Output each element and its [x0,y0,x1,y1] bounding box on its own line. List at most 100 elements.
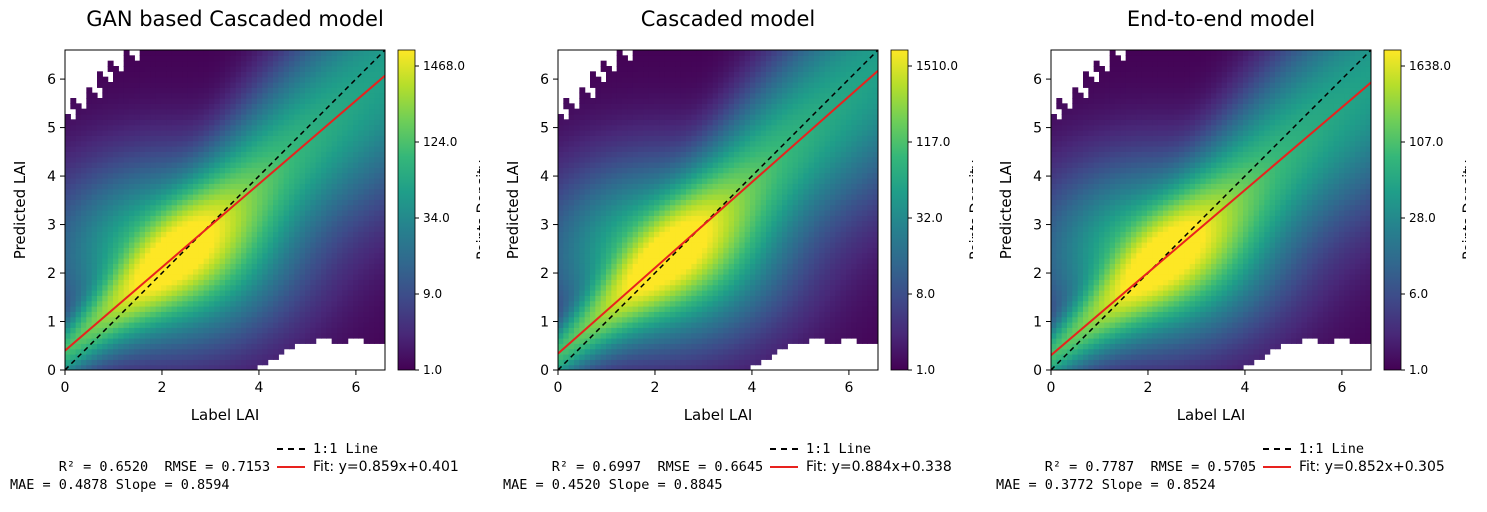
density-cell [681,119,687,125]
density-cell [188,301,194,307]
density-cell [321,290,327,296]
density-cell [321,151,327,157]
density-cell [236,93,242,99]
density-cell [681,125,687,131]
density-cell [129,55,135,61]
density-cell [92,285,98,291]
density-cell [649,157,655,163]
density-cell [316,93,322,99]
density-cell [124,55,130,61]
density-cell [633,50,639,56]
density-cell [166,173,172,179]
density-cell [150,349,156,355]
density-cell [310,210,316,216]
density-cell [369,141,375,147]
density-cell [134,189,140,195]
density-cell [300,242,306,248]
density-cell [579,269,585,275]
density-cell [643,322,649,328]
density-cell [353,258,359,264]
density-cell [353,87,359,93]
density-cell [569,274,575,280]
density-cell [102,247,108,253]
density-cell [188,50,194,56]
density-cell [166,55,172,61]
density-cell [686,119,692,125]
density-cell [241,50,247,56]
density-cell [188,162,194,168]
density-cell [348,61,354,67]
density-cell [337,279,343,285]
density-cell [305,114,311,120]
density-cell [86,317,92,323]
density-cell [310,205,316,211]
density-cell [638,269,644,275]
density-cell [574,221,580,227]
density-cell [342,50,348,56]
density-cell [654,253,660,259]
density-cell [611,317,617,323]
density-cell [590,290,596,296]
density-cell [113,141,119,147]
density-cell [633,173,639,179]
density-cell [358,274,364,280]
density-cell [220,50,226,56]
density-cell [606,274,612,280]
density-cell [342,189,348,195]
density-cell [92,125,98,131]
density-cell [230,146,236,152]
density-cell [606,173,612,179]
density-cell [601,82,607,88]
density-cell [691,125,697,131]
density-cell [220,130,226,136]
density-cell [558,327,564,333]
density-cell [374,119,380,125]
density-cell [369,114,375,120]
density-cell [102,285,108,291]
density-cell [337,50,343,56]
density-cell [649,221,655,227]
density-cell [65,263,71,269]
density-cell [166,87,172,93]
density-cell [97,77,103,83]
density-cell [326,274,332,280]
density-cell [230,210,236,216]
density-cell [241,151,247,157]
density-cell [665,327,671,333]
density-cell [145,183,151,189]
density-cell [601,279,607,285]
density-cell [300,71,306,77]
density-cell [70,295,76,301]
density-cell [321,178,327,184]
density-cell [140,301,146,307]
density-cell [124,146,130,152]
density-cell [102,87,108,93]
density-cell [659,157,665,163]
density-cell [241,125,247,131]
density-cell [129,253,135,259]
density-cell [617,279,623,285]
density-cell [252,359,258,365]
density-cell [574,151,580,157]
density-cell [337,290,343,296]
density-cell [675,55,681,61]
density-cell [182,135,188,141]
density-cell [638,178,644,184]
density-cell [204,317,210,323]
density-cell [193,135,199,141]
density-cell [225,253,231,259]
density-cell [681,327,687,333]
density-cell [579,178,585,184]
density-cell [230,311,236,317]
density-cell [124,93,130,99]
density-cell [129,135,135,141]
density-cell [124,98,130,104]
density-cell [697,103,703,109]
density-cell [145,130,151,136]
density-cell [643,349,649,355]
density-cell [569,322,575,328]
density-cell [665,194,671,200]
density-cell [129,338,135,344]
density-cell [585,189,591,195]
density-cell [659,343,665,349]
